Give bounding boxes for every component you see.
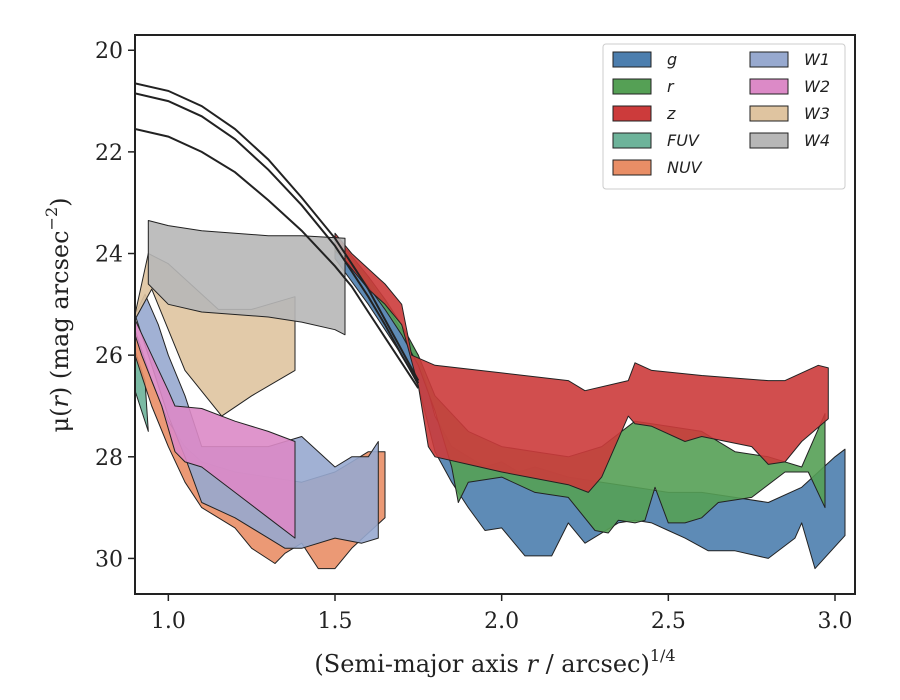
axes-frame: [134, 34, 856, 595]
legend-swatch-r: [612, 78, 652, 95]
legend-swatch-FUV: [612, 132, 652, 149]
legend-label-r: r: [667, 77, 675, 96]
legend-swatch-W1: [749, 51, 789, 68]
band-z: [334, 232, 829, 493]
band-W4: [147, 220, 346, 336]
legend-swatch-W3: [749, 105, 789, 122]
legend-swatch-z: [612, 105, 652, 122]
legend-label-W1: W1: [804, 50, 830, 69]
x-axis-label: (Semi-major axis r / arcsec)1/4: [314, 646, 675, 678]
plot-area: [135, 220, 846, 570]
legend-label-z: z: [666, 104, 676, 123]
y-tick-label: 26: [95, 344, 123, 369]
legend-swatch-W4: [749, 132, 789, 149]
legend-label-W2: W2: [804, 77, 830, 96]
legend-label-NUV: NUV: [667, 158, 703, 177]
x-tick-label: 1.0: [151, 609, 186, 634]
model-curve-1: [135, 82, 420, 382]
y-tick-label: 20: [95, 39, 123, 64]
model-curve-2: [135, 92, 420, 384]
model-curves: [135, 82, 420, 389]
legend-label-FUV: FUV: [667, 131, 700, 150]
model-curve-3: [135, 128, 420, 389]
y-tick-label: 30: [95, 547, 123, 572]
legend: grz FUV NUV W1 W2 W3 W4: [602, 43, 846, 190]
legend-swatch-NUV: [612, 159, 652, 176]
y-axis-label: μ(r) (mag arcsec−2): [42, 197, 74, 432]
y-axis: 20 22 24 26 28 30: [95, 39, 135, 572]
legend-label-W4: W4: [804, 131, 830, 150]
legend-label-g: g: [667, 50, 677, 69]
y-tick-label: 28: [95, 446, 123, 471]
x-tick-label: 3.0: [818, 609, 853, 634]
band-W2: [135, 319, 296, 539]
legend-swatch-W2: [749, 78, 789, 95]
x-axis: 1.0 1.5 2.0 2.5 3.0: [151, 594, 853, 634]
x-tick-label: 2.5: [651, 609, 686, 634]
legend-label-W3: W3: [804, 104, 830, 123]
x-tick-label: 1.5: [318, 609, 353, 634]
x-tick-label: 2.0: [484, 609, 519, 634]
y-tick-label: 24: [95, 243, 123, 268]
legend-swatch-g: [612, 51, 652, 68]
y-tick-label: 22: [95, 141, 123, 166]
